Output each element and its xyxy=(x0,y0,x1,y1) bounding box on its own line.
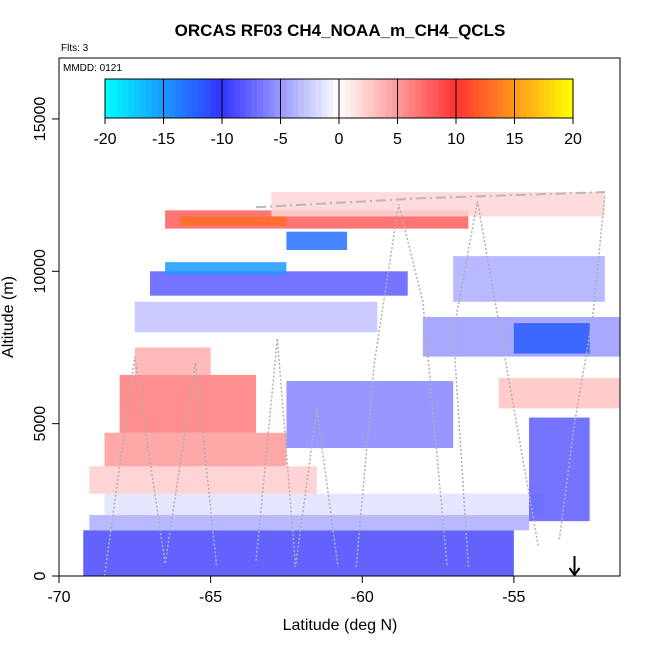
heatmap-cell xyxy=(83,530,514,576)
colorbar-tick-label: -20 xyxy=(93,131,116,148)
heatmap-cell xyxy=(498,377,620,409)
arrow-head xyxy=(568,567,581,577)
x-tick-label: -60 xyxy=(351,589,374,606)
flight-track-level-leg xyxy=(256,191,605,209)
heatmap-cell xyxy=(104,493,545,516)
heatmap-cell xyxy=(513,323,590,354)
flights-count: Flts: 3 xyxy=(61,43,89,54)
colorbar-tick-label: 5 xyxy=(393,131,402,148)
colorbar-tick-label: 0 xyxy=(335,131,344,148)
x-axis-label: Latitude (deg N) xyxy=(283,617,398,634)
y-axis-label: Altitude (m) xyxy=(0,276,17,358)
heatmap-cell xyxy=(104,432,287,467)
colorbar-tick-label: 10 xyxy=(447,131,465,148)
flight-track-line xyxy=(355,204,448,567)
flight-tracks xyxy=(103,191,606,577)
heatmap-cells xyxy=(83,192,620,576)
down-arrow-marker xyxy=(568,556,581,577)
colorbar-tick-label: 20 xyxy=(564,131,582,148)
y-axis: 0 5000 10000 15000 xyxy=(32,97,60,580)
y-tick-label: 10000 xyxy=(32,249,49,294)
heatmap-cell xyxy=(271,192,605,217)
x-tick-label: -70 xyxy=(47,589,70,606)
heatmap-cell xyxy=(453,256,605,302)
y-tick-label: 5000 xyxy=(32,406,49,442)
x-tick-label: -65 xyxy=(199,589,222,606)
x-axis: -70 -65 -60 -55 xyxy=(47,575,526,606)
flight-track-line xyxy=(452,201,539,567)
heatmap-cell xyxy=(149,271,408,296)
heatmap-cell xyxy=(286,231,348,250)
heatmap-cell xyxy=(119,374,257,433)
x-tick-label: -55 xyxy=(502,589,525,606)
heatmap-cell xyxy=(529,417,590,522)
colorbar-tick-label: -15 xyxy=(152,131,175,148)
colorbar-tick-label: -10 xyxy=(210,131,233,148)
heatmap-cell xyxy=(134,301,378,333)
heatmap-cell xyxy=(180,216,287,226)
chart-title: ORCAS RF03 CH4_NOAA_m_CH4_QCLS xyxy=(175,21,506,40)
colorbar-tick-label: -5 xyxy=(273,131,287,148)
heatmap-cell xyxy=(165,262,287,275)
heatmap-cell xyxy=(89,515,530,531)
colorbar-tick-label: 15 xyxy=(506,131,524,148)
heatmap-cell xyxy=(89,466,317,494)
flight-track-line xyxy=(255,338,339,567)
y-tick-label: 0 xyxy=(32,571,49,580)
heatmap-cell xyxy=(134,347,211,375)
colorbar: -20 -15 -10 -5 0 5 10 15 20 xyxy=(93,78,582,148)
date-annotation: MMDD: 0121 xyxy=(63,63,122,74)
y-tick-label: 15000 xyxy=(32,97,49,142)
